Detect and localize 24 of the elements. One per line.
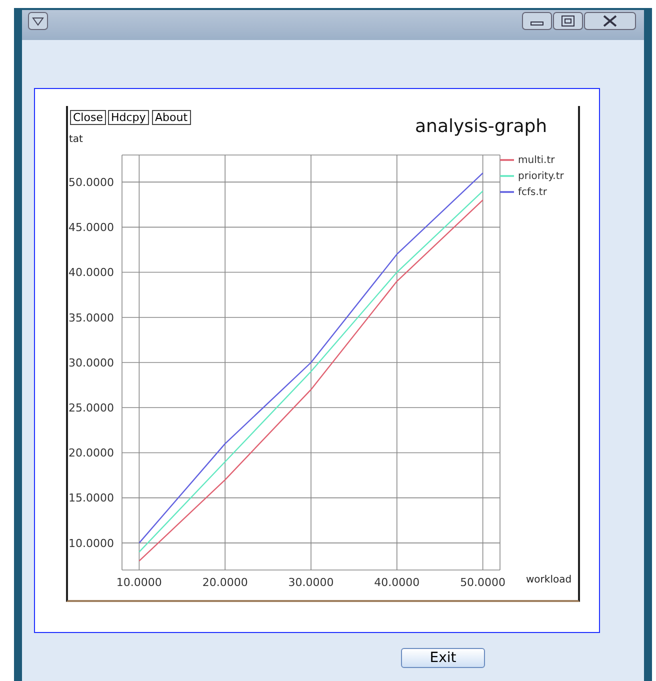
y-tick-label: 10.0000	[68, 536, 114, 550]
y-tick-label: 20.0000	[68, 446, 114, 460]
text: Exit	[401, 648, 485, 668]
x-tick-label: 40.0000	[374, 576, 420, 589]
y-tick-label: 25.0000	[68, 402, 114, 415]
x-tick-label: 10.0000	[116, 576, 162, 589]
y-tick-label: 45.0000	[68, 221, 114, 234]
legend-label: priority.tr	[518, 171, 564, 182]
x-tick-label: 30.0000	[288, 576, 334, 589]
x-tick-label: 20.0000	[202, 576, 248, 589]
x-tick-label: 50.0000	[460, 576, 506, 589]
y-tick-label: 50.0000	[68, 176, 114, 189]
y-axis-title: tat	[69, 134, 83, 145]
y-tick-label: 15.0000	[68, 492, 114, 505]
chart-title: analysis-graph	[415, 116, 548, 137]
y-tick-label: 40.0000	[68, 266, 114, 280]
text: Hdcpy	[108, 110, 149, 125]
text: Close	[70, 110, 106, 125]
legend-label: multi.tr	[518, 155, 555, 166]
y-tick-label: 30.0000	[68, 356, 114, 370]
legend-label: fcfs.tr	[518, 187, 547, 198]
y-tick-label: 35.0000	[68, 311, 114, 324]
text: About	[152, 110, 191, 125]
x-axis-title: workload	[526, 574, 572, 586]
